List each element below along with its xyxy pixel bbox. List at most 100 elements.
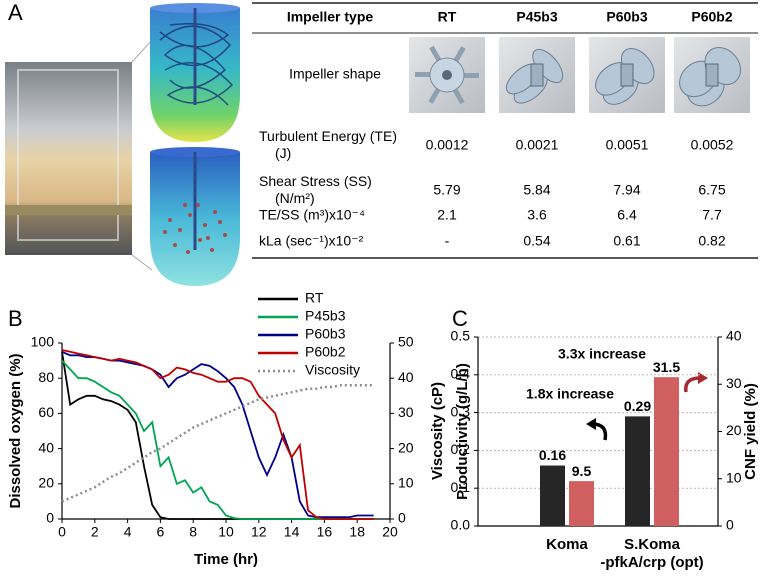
impeller-image bbox=[409, 37, 485, 113]
y2-tick-label: 30 bbox=[726, 375, 742, 391]
impeller-image bbox=[674, 37, 750, 113]
table-cell: 0.0012 bbox=[426, 137, 469, 153]
table-cell: 0.82 bbox=[698, 233, 725, 249]
data-line bbox=[61, 359, 374, 520]
table-cell: 3.6 bbox=[527, 207, 547, 223]
reactor-photo bbox=[5, 62, 132, 255]
cfd-render-particles bbox=[150, 147, 240, 286]
y-tick-label: 0 bbox=[46, 510, 54, 526]
x-tick-label: 20 bbox=[382, 524, 398, 540]
x-tick-label: Koma bbox=[546, 536, 588, 553]
legend-label: Viscosity bbox=[305, 362, 360, 378]
y2-tick-label: 10 bbox=[726, 469, 742, 485]
y2-tick-label: 20 bbox=[726, 422, 742, 438]
text-line: -pfkA/crp (opt) bbox=[600, 554, 703, 571]
bar bbox=[625, 416, 650, 526]
x-tick-label: 18 bbox=[349, 524, 365, 540]
y2-tick-label: 40 bbox=[398, 369, 414, 385]
y2-tick-label: 30 bbox=[398, 404, 414, 420]
data-line bbox=[61, 349, 374, 520]
table-header: P45b3 bbox=[516, 9, 557, 25]
data-label: 31.5 bbox=[653, 359, 680, 375]
x-tick-label: 0 bbox=[58, 524, 66, 540]
table-cell: 7.7 bbox=[702, 207, 722, 223]
text-line: S.Koma bbox=[624, 536, 681, 553]
y-tick-label: 0.3 bbox=[451, 403, 471, 419]
blade bbox=[415, 72, 433, 77]
text-line: Shear Stress (SS) bbox=[259, 173, 372, 189]
x-tick-label: 4 bbox=[124, 524, 132, 540]
legend-label: P60b3 bbox=[305, 326, 346, 342]
x-tick-label: 2 bbox=[91, 524, 99, 540]
data-line bbox=[61, 383, 374, 503]
annotation: 3.3x increase bbox=[558, 346, 646, 362]
x-tick-label: S.Koma -pfkA/crp (opt) bbox=[600, 536, 703, 571]
y-axis-label: Dissolved oxygen (%) bbox=[7, 353, 24, 508]
row-label: Impeller shape bbox=[289, 66, 381, 82]
y2-tick-label: 0 bbox=[398, 510, 406, 526]
table-header: RT bbox=[438, 9, 457, 25]
y-tick-label: 0.4 bbox=[451, 366, 471, 382]
table-cell: 7.94 bbox=[613, 182, 640, 198]
table-cell: 0.54 bbox=[523, 233, 550, 249]
y2-axis-label: Viscosity (cP) bbox=[429, 382, 446, 480]
table-cell: 0.0052 bbox=[691, 137, 734, 153]
row-label: Shear Stress (SS) (N/m²) bbox=[259, 173, 372, 206]
y2-tick-label: 50 bbox=[398, 334, 414, 350]
table-cell: 0.0051 bbox=[606, 137, 649, 153]
y-tick-label: 0.2 bbox=[451, 441, 471, 457]
panel-label: C bbox=[452, 306, 468, 331]
x-axis-label: Time (hr) bbox=[194, 551, 258, 568]
table-cell: 5.84 bbox=[523, 182, 550, 198]
y2-tick-label: 40 bbox=[726, 328, 742, 344]
hub bbox=[705, 63, 719, 87]
legend-label: RT bbox=[305, 290, 324, 306]
y-tick-label: 80 bbox=[38, 369, 54, 385]
hub bbox=[530, 63, 544, 87]
panel-label: A bbox=[8, 0, 23, 25]
y-tick-label: 0.1 bbox=[451, 479, 471, 495]
y-tick-label: 60 bbox=[38, 404, 54, 420]
table-cell: 0.0021 bbox=[516, 137, 559, 153]
text-line: Turbulent Energy (TE) bbox=[259, 128, 397, 144]
hub bbox=[442, 70, 452, 80]
impeller-image bbox=[589, 37, 665, 113]
connector-lines bbox=[131, 39, 153, 271]
impeller-image bbox=[499, 37, 575, 113]
text-line: (J) bbox=[275, 145, 291, 161]
x-tick-label: 6 bbox=[157, 524, 165, 540]
table-cell: 2.1 bbox=[437, 207, 457, 223]
y2-tick-label: 20 bbox=[398, 439, 414, 455]
blade bbox=[461, 73, 479, 78]
table-header: P60b3 bbox=[606, 9, 647, 25]
text-line: (N/m²) bbox=[275, 190, 315, 206]
legend-label: P60b2 bbox=[305, 344, 346, 360]
table-cell: 0.61 bbox=[613, 233, 640, 249]
y-tick-label: 100 bbox=[31, 334, 55, 350]
y-tick-label: 40 bbox=[38, 439, 54, 455]
row-label: kLa (sec⁻¹)x10⁻² bbox=[259, 233, 364, 249]
y-tick-label: 20 bbox=[38, 475, 54, 491]
cfd-render-flow bbox=[150, 3, 240, 142]
bar bbox=[540, 465, 565, 526]
table-header: P60b2 bbox=[691, 9, 732, 25]
row-label: TE/SS (m³)x10⁻⁴ bbox=[259, 207, 365, 223]
table-cell: - bbox=[445, 233, 450, 249]
y-tick-label: 0.5 bbox=[451, 328, 471, 344]
annotation-arrows bbox=[586, 372, 708, 441]
bar bbox=[654, 377, 679, 526]
legend-label: P45b3 bbox=[305, 308, 346, 324]
y-axis-label: Productivity (g/L/h) bbox=[454, 363, 471, 500]
x-tick-label: 16 bbox=[317, 524, 333, 540]
y2-tick-label: 10 bbox=[398, 475, 414, 491]
data-label: 0.29 bbox=[624, 398, 651, 414]
y-tick-label: 0.0 bbox=[451, 517, 471, 533]
bar bbox=[569, 481, 594, 526]
y2-axis-label: CNF yield (%) bbox=[742, 383, 759, 480]
hub bbox=[620, 63, 634, 87]
annotation: 1.8x increase bbox=[526, 386, 614, 402]
y2-tick-label: 0 bbox=[726, 517, 734, 533]
row-label: Turbulent Energy (TE) (J) bbox=[259, 128, 397, 161]
data-label: 0.16 bbox=[539, 447, 566, 463]
